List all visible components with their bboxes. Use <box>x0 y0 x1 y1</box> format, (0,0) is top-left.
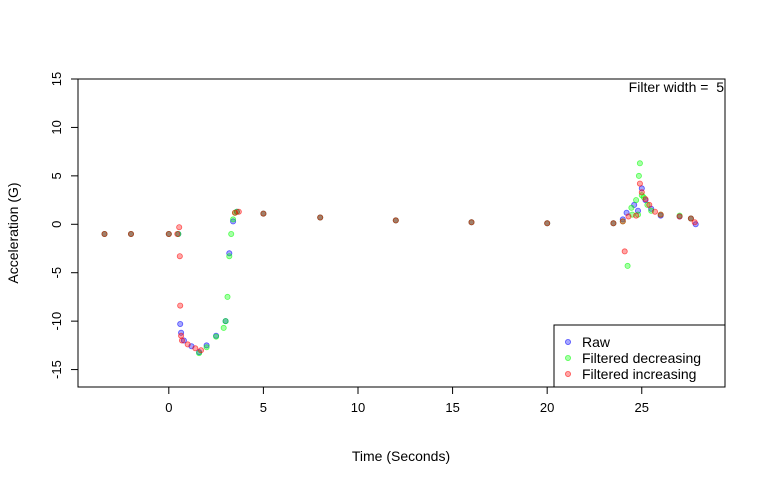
data-point <box>213 333 220 340</box>
data-point <box>317 214 324 221</box>
x-tick-label: 25 <box>635 400 649 415</box>
data-point <box>652 208 659 215</box>
data-point <box>260 210 267 217</box>
series-2 <box>101 160 694 357</box>
data-point <box>203 344 210 351</box>
data-point <box>192 345 199 352</box>
data-point <box>676 213 683 220</box>
data-point <box>636 160 643 167</box>
data-point <box>619 218 626 225</box>
x-tick-label: 5 <box>260 400 267 415</box>
data-point <box>392 217 399 224</box>
x-tick-label: 0 <box>165 400 172 415</box>
data-point <box>230 218 237 225</box>
data-point <box>226 253 233 260</box>
x-tick-label: 15 <box>445 400 459 415</box>
data-point <box>657 211 664 218</box>
data-point <box>222 318 229 325</box>
data-point <box>544 220 551 227</box>
legend-marker <box>565 370 572 377</box>
data-point <box>165 230 172 237</box>
data-point <box>178 332 185 339</box>
data-point <box>176 224 183 231</box>
data-point <box>644 201 651 208</box>
y-tick-label: 15 <box>49 72 64 86</box>
data-point <box>646 201 653 208</box>
y-tick-label: 10 <box>49 120 64 134</box>
data-point <box>687 215 694 222</box>
y-tick-label: -15 <box>49 360 64 379</box>
x-axis-title: Time (Seconds) <box>352 448 450 464</box>
data-point <box>184 341 191 348</box>
data-point <box>691 219 698 226</box>
data-point <box>127 230 134 237</box>
data-point <box>203 342 210 349</box>
legend-label: Filtered decreasing <box>582 350 701 366</box>
data-point <box>633 212 640 219</box>
x-tick-label: 10 <box>351 400 365 415</box>
data-point <box>176 253 183 260</box>
data-point <box>180 337 187 344</box>
data-point <box>468 219 475 226</box>
x-tick-label: 20 <box>540 400 554 415</box>
data-point <box>174 230 181 237</box>
legend-entry: Raw <box>565 334 611 350</box>
points-layer <box>101 160 699 357</box>
data-point <box>197 347 204 354</box>
y-tick-label: -5 <box>49 267 64 279</box>
axes-layer: 0 5 10 15 20 25 -15 -10 -5 0 5 10 15 <box>49 72 649 415</box>
data-point <box>177 302 184 309</box>
y-tick-label: -10 <box>49 312 64 331</box>
data-point <box>628 204 635 211</box>
data-point <box>638 189 645 196</box>
data-point <box>624 262 631 269</box>
legend-box <box>553 324 726 388</box>
y-tick-label: 5 <box>49 172 64 179</box>
data-point <box>224 293 231 300</box>
data-point <box>621 248 628 255</box>
data-point <box>625 213 632 220</box>
legend-label: Raw <box>582 334 611 350</box>
legend-entry: Filtered decreasing <box>565 350 701 366</box>
data-point <box>230 216 237 223</box>
data-point <box>636 180 643 187</box>
y-tick-label: 0 <box>49 221 64 228</box>
data-point <box>633 197 640 204</box>
data-point <box>619 216 626 223</box>
legend-label: Filtered increasing <box>582 366 696 382</box>
data-point <box>101 230 108 237</box>
data-point <box>228 230 235 237</box>
data-point <box>235 208 242 215</box>
data-point <box>177 320 184 327</box>
data-point <box>610 220 617 227</box>
legend-marker <box>565 354 572 361</box>
data-point <box>635 172 642 179</box>
series-3 <box>101 180 698 354</box>
data-point <box>178 337 185 344</box>
data-point <box>220 324 227 331</box>
legend-marker <box>565 338 572 345</box>
filter-width-annotation: Filter width = 5 <box>629 79 725 95</box>
legend-entry: Filtered increasing <box>565 366 696 382</box>
data-point <box>642 196 649 203</box>
y-axis-title: Acceleration (G) <box>5 182 21 283</box>
